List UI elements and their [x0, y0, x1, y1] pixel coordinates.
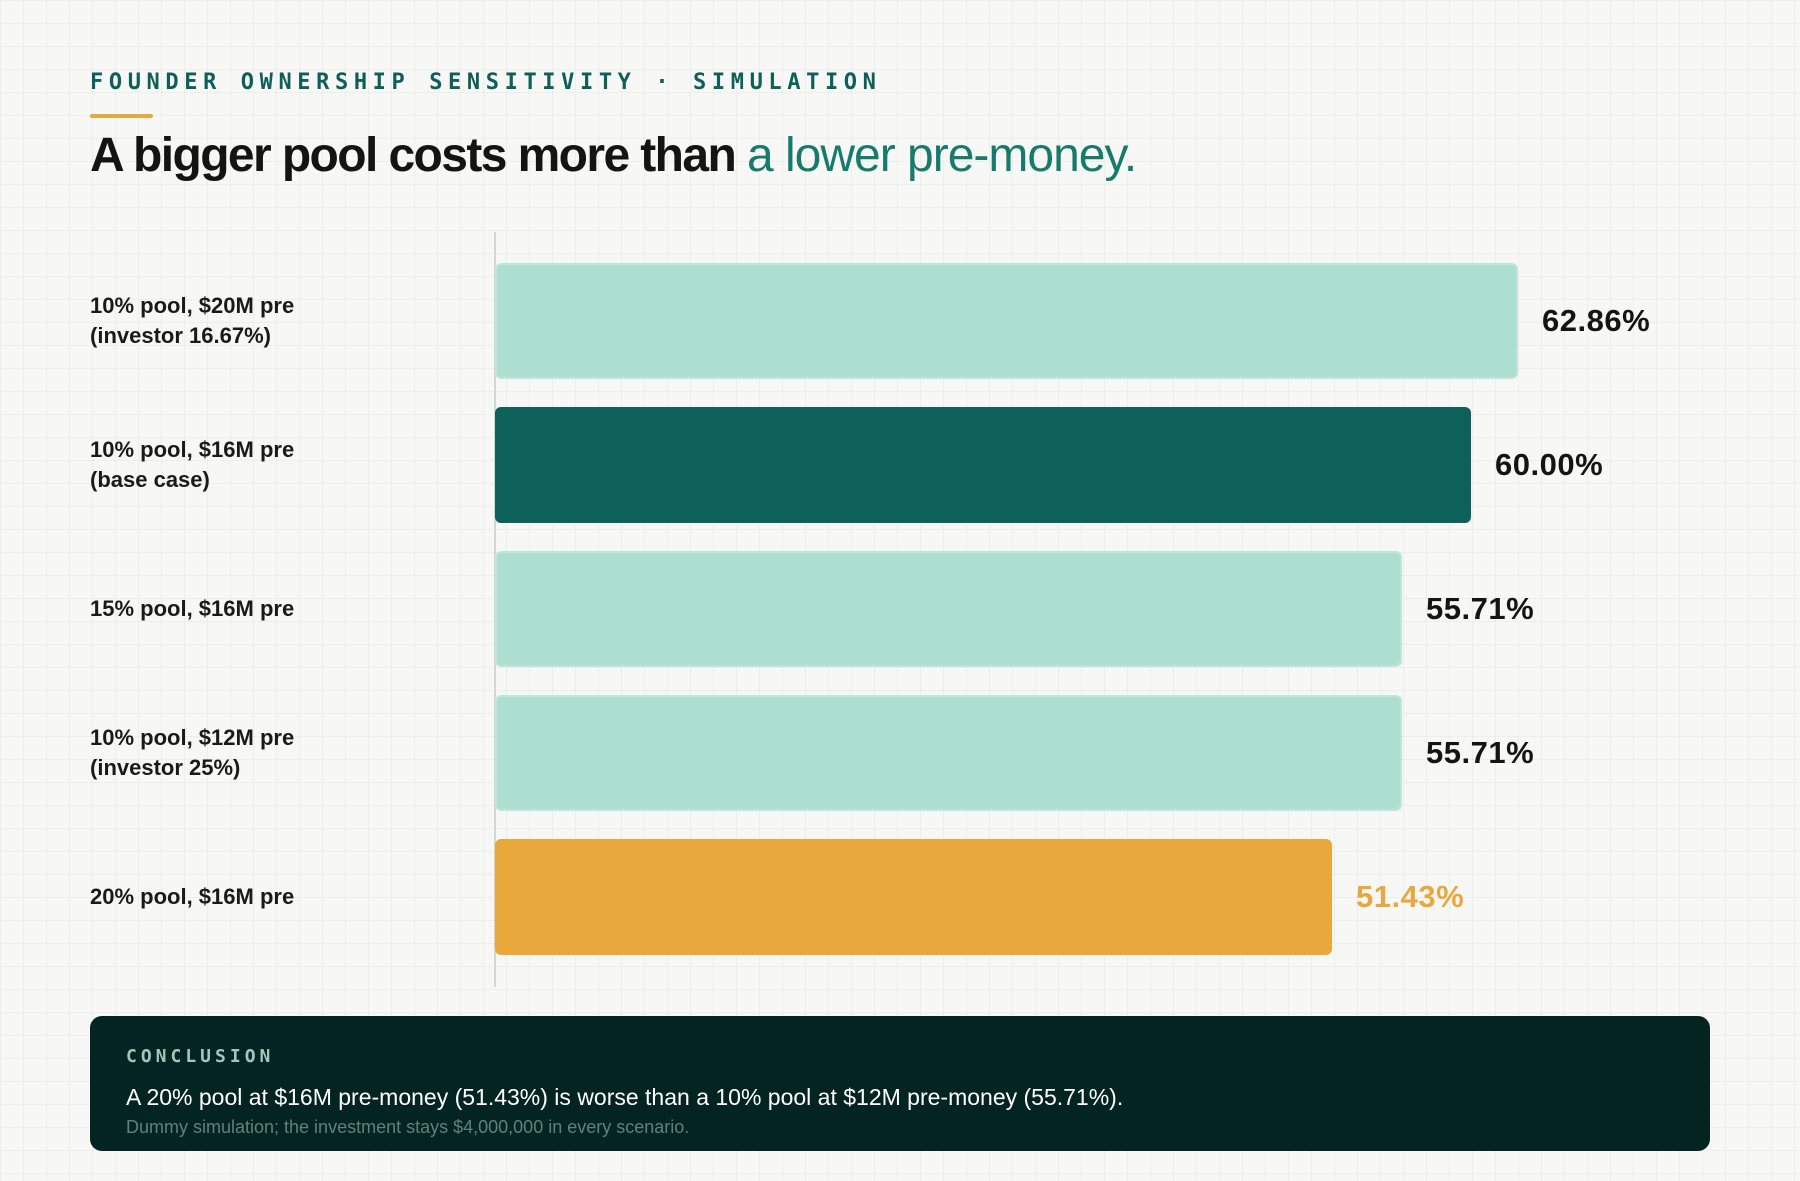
bar-category-line: 10% pool, $16M pre [90, 437, 295, 462]
bar [495, 407, 1471, 523]
bar-category-subline: (investor 25%) [90, 755, 241, 780]
eyebrow: FOUNDER OWNERSHIP SENSITIVITY · SIMULATI… [90, 70, 882, 95]
bar-category-label: 20% pool, $16M pre [90, 882, 470, 912]
conclusion-panel: CONCLUSION A 20% pool at $16M pre-money … [90, 1016, 1710, 1151]
bar [495, 263, 1518, 379]
headline-accent: a lower pre-money. [746, 129, 1137, 182]
eyebrow-rule [90, 114, 153, 118]
bar-category-label: 15% pool, $16M pre [90, 594, 470, 624]
bar [495, 551, 1402, 667]
bar-category-line: 10% pool, $20M pre [90, 293, 295, 318]
bar-value-label: 51.43% [1356, 879, 1465, 914]
bar-value-label: 62.86% [1542, 303, 1651, 338]
headline: A bigger pool costs more than a lower pr… [90, 128, 1137, 183]
bar-category-subline: (investor 16.67%) [90, 323, 271, 348]
bar-category-subline: (base case) [90, 467, 210, 492]
bar-group: 10% pool, $20M pre (investor 16.67%) 62.86… [90, 263, 1651, 955]
bar-category-line: 20% pool, $16M pre [90, 884, 295, 909]
bar-category-label: 10% pool, $12M pre (investor 25%) [90, 723, 470, 783]
bar [495, 695, 1402, 811]
bar-value-label: 60.00% [1495, 447, 1604, 482]
bar-category-label: 10% pool, $16M pre (base case) [90, 435, 470, 495]
bar-category-line: 10% pool, $12M pre [90, 725, 295, 750]
bar-value-label: 55.71% [1426, 591, 1535, 626]
bar-value-label: 55.71% [1426, 735, 1535, 770]
bar [495, 839, 1332, 955]
bar-category-line: 15% pool, $16M pre [90, 596, 295, 621]
bar-category-label: 10% pool, $20M pre (investor 16.67%) [90, 291, 470, 351]
headline-main: A bigger pool costs more than [90, 129, 737, 182]
conclusion-note: Dummy simulation; the investment stays $… [126, 1117, 690, 1137]
conclusion-text: A 20% pool at $16M pre-money (51.43%) is… [126, 1084, 1124, 1110]
conclusion-label: CONCLUSION [126, 1046, 275, 1067]
